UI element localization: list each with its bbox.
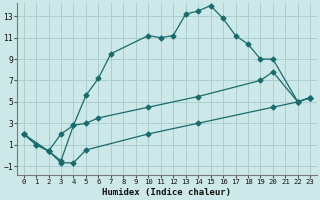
X-axis label: Humidex (Indice chaleur): Humidex (Indice chaleur) (102, 188, 231, 197)
